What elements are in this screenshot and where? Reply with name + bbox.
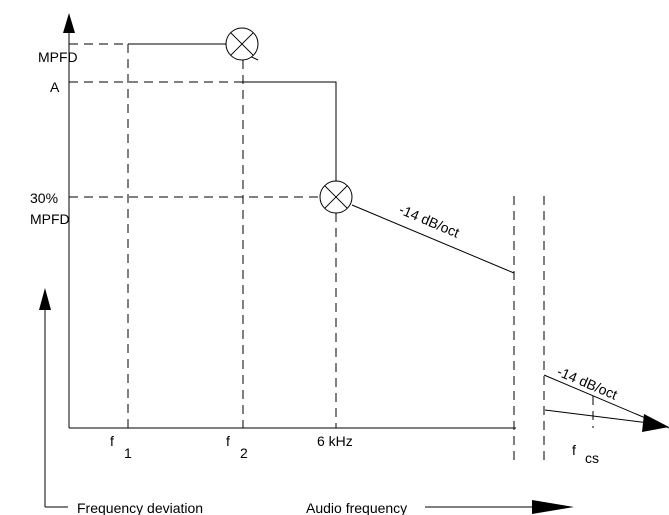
lower-slope-label: -14 dB/oct [555, 363, 620, 403]
mpfd-label: MPFD [38, 49, 78, 65]
pct30-label-line1: 30% [30, 190, 58, 206]
a-curve [243, 81, 337, 181]
upper-rolloff-line [351, 204, 515, 274]
x-axis-arrowhead [642, 414, 669, 432]
lower-rolloff-line [543, 374, 669, 429]
audio-frequency-arrowhead [532, 500, 574, 514]
pct30-label-line2: MPFD [30, 211, 70, 227]
f1-subscript: 1 [124, 445, 132, 461]
crossed-circle-marker-f2 [225, 27, 259, 61]
upper-slope-label: -14 dB/oct [397, 201, 462, 241]
crossed-circle-marker-6khz [319, 180, 353, 214]
x-axis-right [544, 409, 658, 425]
f2-subscript: 2 [240, 445, 248, 461]
audio-frequency-caption: Audio frequency [306, 500, 407, 515]
a-label: A [50, 79, 60, 95]
f2-label: f [226, 433, 230, 449]
deviation-caption-arrowhead [39, 288, 51, 310]
six-khz-label: 6 kHz [317, 433, 353, 449]
fcs-label: f [572, 442, 576, 458]
f1-label: f [110, 433, 114, 449]
fcs-subscript: cs [585, 450, 599, 466]
frequency-deviation-caption: Frequency deviation [77, 500, 203, 515]
y-axis-arrowhead [63, 13, 75, 33]
